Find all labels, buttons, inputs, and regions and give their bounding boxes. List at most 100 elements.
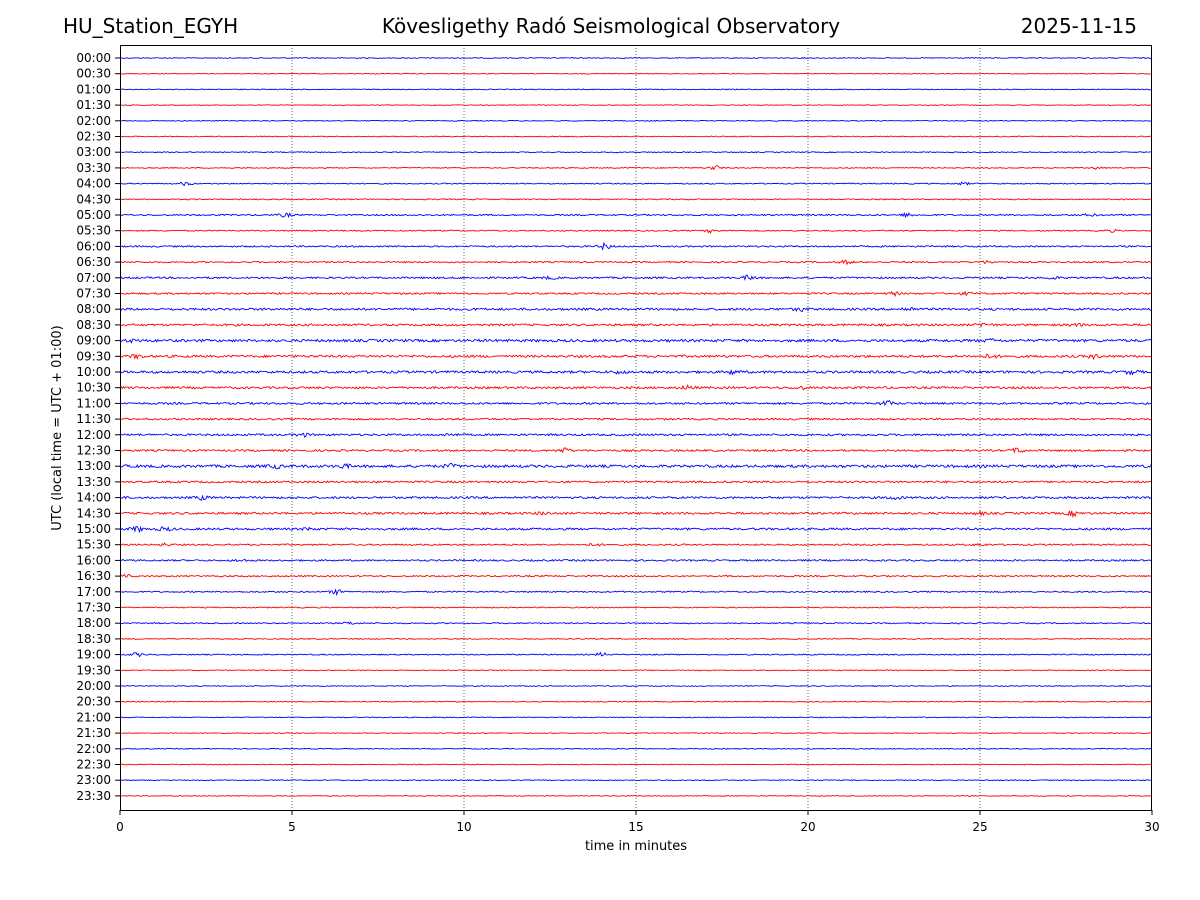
trace-1700 xyxy=(119,588,1153,597)
y-tick-label: 19:00 xyxy=(76,648,111,662)
y-tick-label: 05:30 xyxy=(76,224,111,238)
y-tick-label: 17:30 xyxy=(76,601,111,615)
trace-2330 xyxy=(119,795,1153,797)
trace-1630 xyxy=(119,573,1153,578)
trace-0630 xyxy=(119,259,1153,266)
trace-0930 xyxy=(119,353,1153,361)
trace-0530 xyxy=(119,228,1153,234)
y-tick-label: 00:00 xyxy=(76,51,111,65)
y-tick-label: 01:30 xyxy=(76,98,111,112)
y-axis-label: UTC (local time = UTC + 01:00) xyxy=(50,325,65,530)
trace-0300 xyxy=(119,151,1153,154)
trace-1500 xyxy=(119,525,1153,534)
y-tick-label: 09:30 xyxy=(76,349,111,363)
y-tick-label: 22:00 xyxy=(76,742,111,756)
y-tick-label: 08:30 xyxy=(76,318,111,332)
x-tick-label-20: 20 xyxy=(800,820,815,834)
y-tick-label: 01:00 xyxy=(76,82,111,96)
y-tick-label: 06:30 xyxy=(76,255,111,269)
trace-1330 xyxy=(119,480,1153,484)
y-tick-label: 13:00 xyxy=(76,459,111,473)
y-tick-label: 17:00 xyxy=(76,585,111,599)
trace-2030 xyxy=(119,700,1153,703)
y-tick-label: 11:00 xyxy=(76,396,111,410)
trace-1930 xyxy=(119,669,1153,672)
trace-1600 xyxy=(119,558,1153,563)
y-tick-label: 12:30 xyxy=(76,444,111,458)
x-tick-label-0: 0 xyxy=(116,820,124,834)
trace-1530 xyxy=(119,542,1153,547)
x-axis-label: time in minutes xyxy=(585,839,687,854)
trace-0500 xyxy=(119,212,1153,219)
trace-0430 xyxy=(119,198,1153,201)
y-tick-label: 11:30 xyxy=(76,412,111,426)
trace-0230 xyxy=(119,135,1153,138)
y-tick-label: 06:00 xyxy=(76,239,111,253)
y-tick-label: 04:00 xyxy=(76,177,111,191)
x-tick-label-5: 5 xyxy=(288,820,296,834)
y-tick-label: 14:00 xyxy=(76,491,111,505)
y-tick-label: 05:00 xyxy=(76,208,111,222)
station-id: HU_Station_EGYH xyxy=(63,14,239,38)
trace-1230 xyxy=(119,446,1153,454)
y-tick-label: 15:30 xyxy=(76,538,111,552)
trace-0700 xyxy=(119,274,1153,282)
y-tick-label: 07:00 xyxy=(76,271,111,285)
y-tick-label: 04:30 xyxy=(76,192,111,206)
x-tick-label-25: 25 xyxy=(972,820,987,834)
y-tick-label: 03:00 xyxy=(76,145,111,159)
chart-date: 2025-11-15 xyxy=(1020,14,1137,38)
trace-1830 xyxy=(119,637,1153,640)
trace-0000 xyxy=(119,57,1153,59)
x-tick-label-10: 10 xyxy=(456,820,471,834)
trace-0730 xyxy=(119,290,1153,298)
y-tick-label: 14:30 xyxy=(76,506,111,520)
trace-1100 xyxy=(119,399,1153,406)
y-tick-label: 00:30 xyxy=(76,67,111,81)
y-tick-label: 08:00 xyxy=(76,302,111,316)
y-tick-label: 16:00 xyxy=(76,553,111,567)
trace-1300 xyxy=(119,462,1153,470)
trace-1900 xyxy=(119,651,1153,658)
x-tick-label-15: 15 xyxy=(628,820,643,834)
y-tick-label: 10:00 xyxy=(76,365,111,379)
trace-0330 xyxy=(119,165,1153,171)
trace-0030 xyxy=(119,72,1153,75)
chart-title: Kövesligethy Radó Seismological Observat… xyxy=(381,14,841,38)
plot-frame xyxy=(120,45,1152,811)
trace-0400 xyxy=(119,181,1153,187)
y-tick-label: 19:30 xyxy=(76,663,111,677)
y-tick-label: 18:30 xyxy=(76,632,111,646)
y-tick-label: 23:00 xyxy=(76,773,111,787)
trace-0800 xyxy=(119,307,1153,313)
trace-2000 xyxy=(119,685,1153,687)
y-tick-label: 21:00 xyxy=(76,710,111,724)
y-tick-label: 02:30 xyxy=(76,130,111,144)
trace-2230 xyxy=(119,763,1153,766)
trace-1130 xyxy=(119,417,1153,421)
trace-0130 xyxy=(119,104,1153,106)
y-tick-label: 21:30 xyxy=(76,726,111,740)
trace-2200 xyxy=(119,747,1153,750)
y-tick-label: 10:30 xyxy=(76,381,111,395)
y-tick-label: 09:00 xyxy=(76,334,111,348)
trace-layer xyxy=(119,57,1153,797)
trace-1430 xyxy=(119,510,1153,519)
trace-2130 xyxy=(119,732,1152,735)
x-tick-label-30: 30 xyxy=(1144,820,1159,834)
x-ticks: 0 5 10 15 20 25 30 xyxy=(116,810,1160,834)
trace-0200 xyxy=(119,119,1153,122)
trace-2100 xyxy=(119,716,1153,719)
trace-1030 xyxy=(119,384,1153,391)
trace-1800 xyxy=(119,621,1153,625)
trace-1000 xyxy=(119,369,1153,376)
y-tick-label: 23:30 xyxy=(76,789,111,803)
trace-0100 xyxy=(119,88,1153,91)
trace-1200 xyxy=(119,432,1153,438)
y-tick-label: 03:30 xyxy=(76,161,111,175)
grid-layer xyxy=(291,45,981,810)
trace-2300 xyxy=(119,779,1153,782)
y-tick-label: 20:00 xyxy=(76,679,111,693)
